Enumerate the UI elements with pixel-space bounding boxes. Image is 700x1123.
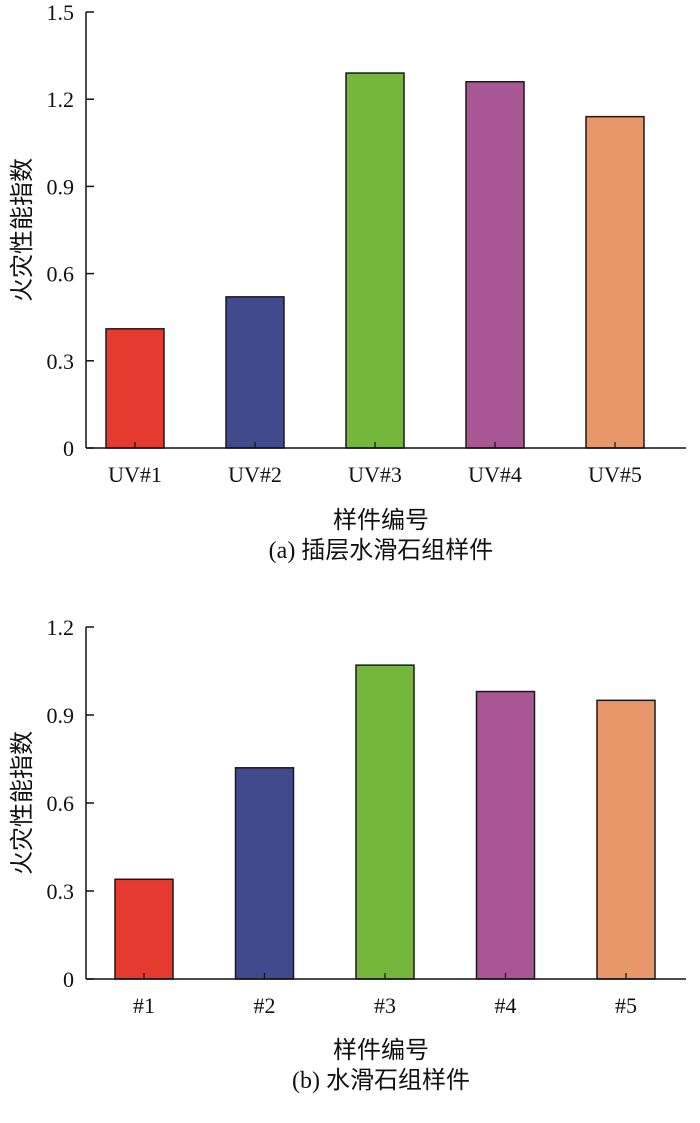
x-tick-label: UV#3	[348, 462, 402, 487]
x-axis-label: 样件编号	[333, 507, 429, 534]
y-tick-label: 0	[63, 967, 74, 992]
bar-UV3	[345, 72, 405, 449]
chart-caption: (b) 水滑石组样件	[292, 1067, 470, 1094]
y-axis-label: 火灾性能指数	[9, 731, 36, 875]
bar-2	[234, 767, 295, 980]
x-tick-label: #3	[374, 993, 396, 1018]
x-axis-label: 样件编号	[333, 1037, 429, 1064]
chart-panel-a: UV#1 UV#2 UV#3 UV#4 UV#5 0 0.3 0.6 0.9 1.2 1.5 样件编号…	[9, 0, 686, 564]
bar-UV5	[585, 115, 645, 449]
chart-panel-b: #1 #2 #3 #4 #5 0 0.3 0.6 0.9 1.2 样件编号 (b) 水滑石组样件 火灾性…	[9, 615, 686, 1094]
x-tick-label: UV#5	[588, 462, 642, 487]
y-tick-label: 0.6	[47, 262, 75, 287]
x-tick-label: #1	[133, 993, 155, 1018]
chart-caption: (a) 插层水滑石组样件	[269, 537, 494, 564]
x-tick-label: UV#4	[468, 462, 522, 487]
y-tick-label: 0	[63, 436, 74, 461]
y-tick-label: 0.6	[47, 791, 75, 816]
x-tick-label: #4	[495, 993, 517, 1018]
y-tick-label: 1.5	[47, 0, 75, 25]
x-tick-label: UV#1	[108, 462, 162, 487]
bar-5	[596, 699, 656, 980]
bar-UV4	[465, 81, 525, 449]
y-tick-label: 0.9	[47, 174, 75, 199]
bar-3	[355, 664, 415, 980]
bar-UV1	[105, 328, 165, 449]
y-tick-label: 0.3	[47, 879, 75, 904]
y-tick-label: 1.2	[47, 615, 75, 640]
x-tick-label: #5	[615, 993, 637, 1018]
x-tick-label: #2	[254, 993, 276, 1018]
x-tick-label: UV#2	[228, 462, 282, 487]
y-axis-label: 火灾性能指数	[9, 158, 36, 302]
bar-1	[114, 878, 174, 980]
y-tick-label: 0.3	[47, 349, 75, 374]
y-tick-label: 1.2	[47, 87, 75, 112]
bar-UV2	[225, 296, 285, 449]
bar-4	[475, 690, 536, 980]
y-tick-label: 0.9	[47, 703, 75, 728]
